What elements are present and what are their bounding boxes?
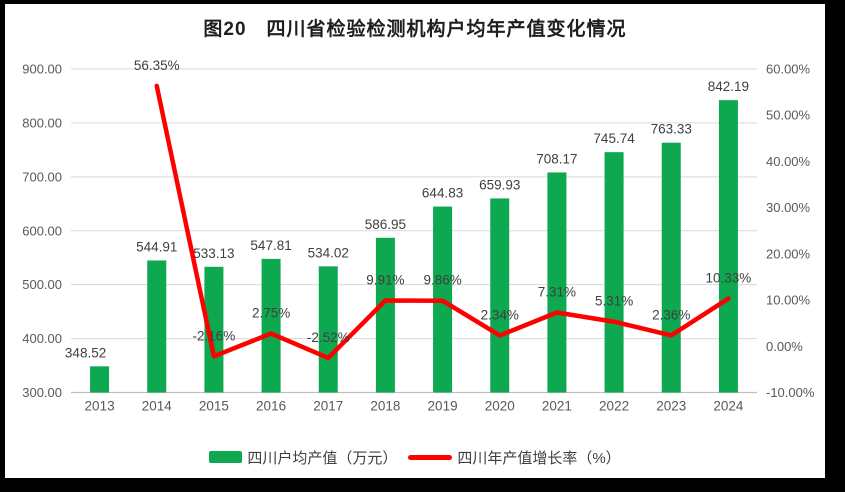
line-value-label: -2.16% <box>193 328 236 343</box>
x-axis-tick-label: 2014 <box>142 399 173 414</box>
line-value-label: 5.31% <box>595 294 633 309</box>
bar-value-label: 348.52 <box>65 345 106 360</box>
bar-value-label: 708.17 <box>536 151 577 166</box>
bar-value-label: 659.93 <box>479 177 520 192</box>
bar <box>661 142 681 393</box>
left-axis-tick-label: 800.00 <box>22 115 62 130</box>
bar-value-label: 745.74 <box>593 131 635 146</box>
legend-label-line-series: 四川年产值增长率（%） <box>457 449 621 467</box>
right-axis-tick-label: 10.00% <box>766 293 811 308</box>
bar-value-label: 534.02 <box>308 245 349 260</box>
bar <box>204 266 224 393</box>
x-axis-tick-label: 2023 <box>656 399 686 414</box>
bar <box>718 100 738 393</box>
right-axis-tick-label: 50.00% <box>766 108 811 123</box>
line-value-label: 7.31% <box>538 285 576 300</box>
left-axis-tick-label: 700.00 <box>22 169 62 184</box>
x-axis-tick-label: 2017 <box>313 399 343 414</box>
right-axis-tick-label: 20.00% <box>766 246 811 261</box>
left-axis-tick-label: 500.00 <box>22 277 62 292</box>
x-axis-tick-label: 2024 <box>713 399 744 414</box>
right-axis-tick-label: 40.00% <box>766 154 811 169</box>
line-value-label: 2.75% <box>252 306 290 321</box>
chart-title: 图20 四川省检验检测机构户均年产值变化情况 <box>203 19 627 40</box>
bar-value-label: 544.91 <box>136 239 177 254</box>
chart-legend: 四川户均产值（万元） 四川年产值增长率（%） <box>5 445 825 469</box>
bar-value-label: 842.19 <box>708 79 749 94</box>
chart-container: 图20 四川省检验检测机构户均年产值变化情况 900.00 800.00 700.0… <box>5 4 825 478</box>
x-axis-tick-label: 2020 <box>485 399 515 414</box>
x-axis-tick-label: 2018 <box>370 399 400 414</box>
line-value-label: 2.36% <box>652 307 690 322</box>
bar-value-label: 644.83 <box>422 186 463 201</box>
line-value-label: 9.86% <box>423 273 461 288</box>
bar-value-label: 547.81 <box>250 238 291 253</box>
x-axis-tick-label: 2022 <box>599 399 629 414</box>
bar <box>375 237 395 393</box>
x-axis-tick-label: 2015 <box>199 399 229 414</box>
bar <box>318 266 338 393</box>
legend-item-line-series: 四川年产值增长率（%） <box>408 447 621 468</box>
right-axis-tick-label: 30.00% <box>766 200 811 215</box>
left-axis-tick-label: 400.00 <box>22 331 62 346</box>
bar-value-label: 763.33 <box>651 122 692 137</box>
x-axis-tick-label: 2013 <box>85 399 115 414</box>
line-series-swatch-icon <box>408 454 453 460</box>
bar-series-swatch-icon <box>209 451 243 463</box>
legend-item-bar-series: 四川户均产值（万元） <box>209 447 397 468</box>
line-value-label: 2.34% <box>481 307 519 322</box>
bar-value-label: 533.13 <box>193 246 234 261</box>
x-axis-tick-label: 2019 <box>428 399 458 414</box>
right-axis-tick-label: -10.00% <box>766 385 815 400</box>
left-axis-tick-label: 300.00 <box>22 385 62 400</box>
bar-value-label: 586.95 <box>365 217 406 232</box>
x-axis-tick-label: 2021 <box>542 399 572 414</box>
line-value-label: -2.52% <box>307 330 350 345</box>
line-value-label: 9.91% <box>366 272 404 287</box>
legend-label-bar-series: 四川户均产值（万元） <box>247 449 398 467</box>
right-axis-tick-label: 0.00% <box>766 339 803 354</box>
bar <box>490 198 510 393</box>
right-axis-tick-label: 60.00% <box>766 62 811 77</box>
chart-canvas: 900.00 800.00 700.00 600.00 500.00 400.00 300.… <box>22 58 815 414</box>
line-value-label: 10.33% <box>706 271 752 286</box>
left-axis-tick-label: 600.00 <box>22 223 62 238</box>
bar <box>547 172 567 393</box>
bar <box>261 258 281 393</box>
bar <box>147 260 167 393</box>
bar <box>90 366 110 393</box>
bar <box>604 152 624 393</box>
growth-rate-line <box>154 83 731 361</box>
left-axis-tick-label: 900.00 <box>22 62 62 77</box>
line-value-label: 56.35% <box>134 58 180 73</box>
x-axis-tick-label: 2016 <box>256 399 286 414</box>
